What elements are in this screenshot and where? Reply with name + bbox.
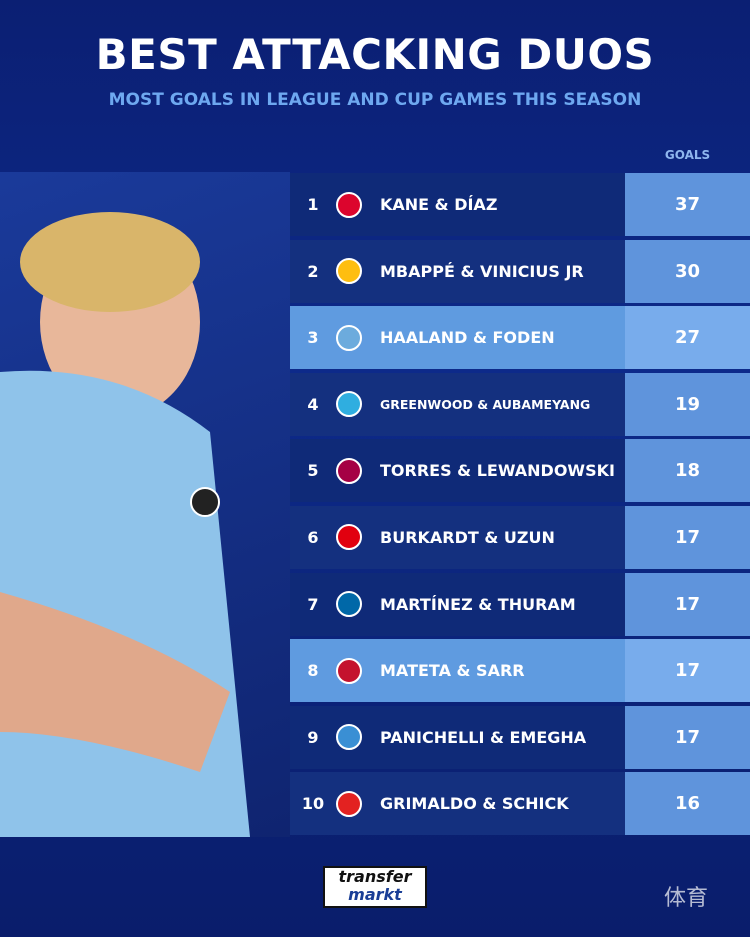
table-row: 3 HAALAND & FODEN 27 bbox=[290, 306, 750, 370]
duo-name: PANICHELLI & EMEGHA bbox=[380, 727, 587, 747]
table-row: 2 MBAPPÉ & VINICIUS JR 30 bbox=[290, 239, 750, 303]
arm bbox=[0, 592, 230, 772]
goals: 27 bbox=[625, 306, 750, 370]
goals: 18 bbox=[625, 439, 750, 503]
table-row: 10 GRIMALDO & SCHICK 16 bbox=[290, 772, 750, 836]
rank: 7 bbox=[307, 594, 319, 614]
goals: 19 bbox=[625, 372, 750, 436]
club-crest bbox=[336, 724, 362, 751]
table-row: 6 BURKARDT & UZUN 17 bbox=[290, 505, 750, 569]
column-header: GOALS bbox=[664, 148, 711, 162]
hair bbox=[20, 212, 200, 312]
rank: 9 bbox=[307, 727, 319, 747]
table-row: 9 PANICHELLI & EMEGHA 17 bbox=[290, 705, 750, 769]
photo-illustration bbox=[0, 212, 250, 837]
badge bbox=[190, 487, 220, 517]
rank: 4 bbox=[307, 394, 319, 414]
goals: 30 bbox=[625, 239, 750, 303]
table-row: 8 MATETA & SARR 17 bbox=[290, 639, 750, 703]
subtitle: MOST GOALS IN LEAGUE AND CUP GAMES THIS … bbox=[108, 90, 642, 110]
logo-bottom: markt bbox=[348, 885, 402, 904]
duo-name: MARTÍNEZ & THURAM bbox=[380, 594, 576, 614]
club-crest bbox=[336, 391, 362, 418]
rank: 1 bbox=[307, 195, 319, 214]
club-crest bbox=[336, 591, 362, 618]
rank: 3 bbox=[307, 328, 319, 348]
club-crest bbox=[336, 657, 362, 684]
table: 1 KANE & DÍAZ 37 2 MBAPPÉ & VINICIUS JR 30 3 HA… bbox=[290, 173, 750, 839]
rank: 8 bbox=[307, 661, 319, 681]
club-crest bbox=[336, 258, 362, 285]
club-crest bbox=[336, 457, 362, 484]
duo-name: GRIMALDO & SCHICK bbox=[380, 794, 569, 814]
duo-name: MBAPPÉ & VINICIUS JR bbox=[380, 261, 584, 281]
club-crest bbox=[336, 191, 362, 218]
club-crest bbox=[336, 524, 362, 551]
rank: 2 bbox=[307, 261, 319, 281]
logo-top: transfer bbox=[338, 867, 412, 886]
goals: 17 bbox=[625, 572, 750, 636]
player-photo bbox=[0, 172, 290, 837]
logo: transfer markt bbox=[323, 866, 427, 908]
duo-name: BURKARDT & UZUN bbox=[380, 527, 555, 547]
goals: 16 bbox=[625, 772, 750, 836]
duo-name: GREENWOOD & AUBAMEYANG bbox=[380, 396, 591, 412]
table-row: 1 KANE & DÍAZ 37 bbox=[290, 173, 750, 236]
club-crest bbox=[336, 324, 362, 351]
title: BEST ATTACKING DUOS bbox=[95, 30, 655, 79]
rank: 6 bbox=[307, 527, 319, 547]
table-row: 4 GREENWOOD & AUBAMEYANG 19 bbox=[290, 372, 750, 436]
duo-name: HAALAND & FODEN bbox=[380, 328, 555, 348]
rank: 5 bbox=[307, 461, 319, 481]
goals: 17 bbox=[625, 705, 750, 769]
duo-name: MATETA & SARR bbox=[380, 661, 525, 681]
table-row: 7 MARTÍNEZ & THURAM 17 bbox=[290, 572, 750, 636]
watermark: 体育 bbox=[664, 886, 709, 911]
goals: 17 bbox=[625, 639, 750, 703]
duo-name: TORRES & LEWANDOWSKI bbox=[380, 461, 615, 481]
goals: 37 bbox=[625, 173, 750, 236]
table-row: 5 TORRES & LEWANDOWSKI 18 bbox=[290, 439, 750, 503]
duo-name: KANE & DÍAZ bbox=[380, 195, 498, 214]
goals: 17 bbox=[625, 505, 750, 569]
rank: 10 bbox=[301, 794, 325, 814]
club-crest bbox=[336, 790, 362, 817]
